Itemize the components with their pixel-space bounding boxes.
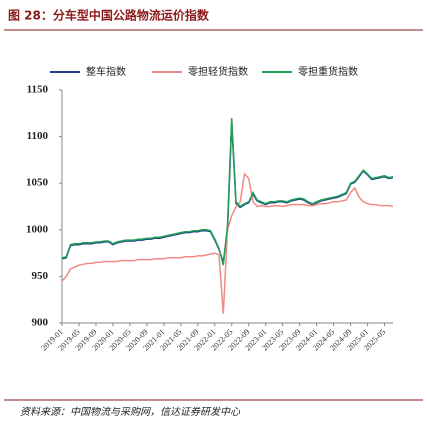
legend-label: 整车指数 [86, 65, 126, 78]
legend-label: 零担轻货指数 [188, 65, 248, 78]
series-line [61, 117, 394, 266]
y-tick-label: 1150 [27, 84, 49, 96]
y-tick-label: 1050 [26, 177, 49, 189]
chart-title: 图 28：分车型中国公路物流运价指数 [8, 8, 210, 23]
source: 资料来源：中国物流与采购网，信达证券研发中心 [20, 406, 241, 418]
y-tick-label: 900 [32, 317, 49, 329]
y-tick-label: 950 [32, 270, 49, 282]
y-tick-label: 1100 [27, 130, 49, 142]
y-tick-label: 1000 [26, 223, 49, 235]
legend-label: 零担重货指数 [298, 65, 358, 78]
